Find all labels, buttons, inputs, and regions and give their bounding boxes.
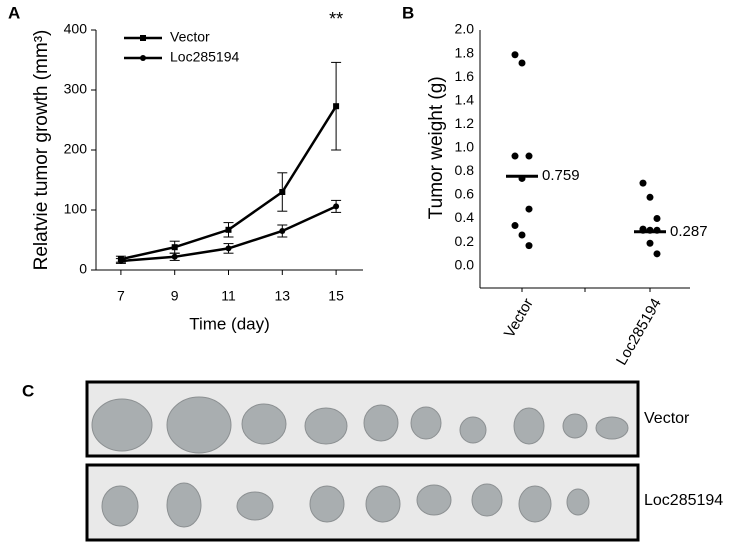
marker: [333, 103, 340, 110]
data-point: [653, 214, 661, 222]
data-point: [511, 51, 519, 59]
y-tick-label: 2.0: [455, 21, 475, 37]
data-point: [525, 152, 533, 160]
median-label: 0.759: [542, 167, 580, 184]
y-tick-label: 0.8: [455, 162, 475, 178]
x-tick-label: 13: [275, 288, 291, 304]
marker: [140, 35, 146, 41]
legend-label: Vector: [170, 29, 210, 45]
marker: [333, 203, 340, 210]
y-axis-label: Relatvie tumor growth (mm³): [31, 30, 52, 271]
marker: [279, 189, 286, 195]
y-tick-label: 1.8: [455, 44, 475, 60]
data-point: [518, 59, 526, 67]
marker: [140, 55, 146, 61]
y-tick-label: 0.4: [455, 209, 475, 225]
median-label: 0.287: [670, 223, 708, 240]
y-tick-label: 1.6: [455, 68, 475, 84]
y-tick-label: 100: [64, 201, 88, 217]
y-tick-label: 400: [64, 21, 88, 37]
y-tick-label: 0: [79, 261, 87, 277]
panel-label: B: [402, 3, 414, 22]
x-tick-label: Vector: [501, 295, 537, 340]
data-point: [639, 179, 647, 187]
legend-label: Loc285194: [170, 49, 240, 65]
y-tick-label: 0.6: [455, 186, 475, 202]
marker: [171, 244, 178, 251]
x-tick-label: 9: [171, 288, 179, 304]
y-tick-label: 0.2: [455, 233, 475, 249]
data-point: [511, 222, 519, 230]
tumor-images: [91, 396, 629, 528]
y-tick-label: 1.2: [455, 115, 475, 131]
panel-label: A: [8, 3, 20, 22]
data-point: [525, 205, 533, 213]
row-label: Vector: [644, 410, 690, 427]
data-point: [518, 231, 526, 239]
x-tick-label: 7: [117, 288, 125, 304]
marker: [225, 245, 232, 252]
y-tick-label: 200: [64, 141, 88, 157]
marker: [117, 258, 124, 264]
data-point: [511, 152, 519, 160]
data-point: [653, 250, 661, 258]
y-tick-label: 1.4: [455, 91, 475, 107]
x-tick-label: Loc285194: [613, 295, 665, 368]
row-label: Loc285194: [644, 492, 723, 509]
annotation: **: [329, 9, 343, 29]
x-tick-label: 15: [328, 288, 344, 304]
x-axis-label: Time (day): [189, 314, 270, 333]
data-point: [525, 242, 533, 250]
marker: [279, 228, 286, 234]
data-point: [646, 193, 654, 201]
panel-label: C: [22, 381, 34, 400]
data-point: [646, 239, 654, 247]
marker: [171, 253, 178, 260]
photo-panel: Vector Loc285194: [85, 380, 723, 542]
x-tick-label: 11: [221, 288, 236, 304]
marker: [225, 226, 232, 233]
y-tick-label: 0.0: [455, 256, 475, 272]
y-tick-label: 300: [64, 81, 88, 97]
y-axis-label: Tumor weight (g): [426, 76, 447, 219]
y-tick-label: 1.0: [455, 139, 475, 155]
